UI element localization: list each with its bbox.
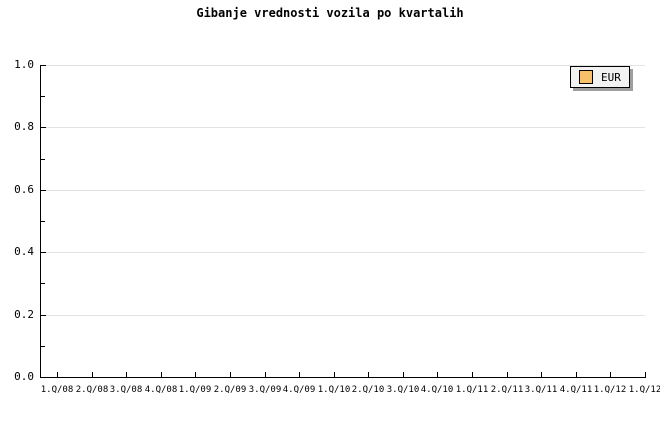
legend-swatch-icon	[579, 70, 593, 84]
y-axis-major-tick	[41, 377, 46, 378]
y-axis-minor-tick	[41, 159, 45, 160]
y-axis-major-tick	[41, 252, 46, 253]
x-axis-tick-label: 1.Q/08	[40, 385, 74, 395]
x-axis-tick-label: 1.Q/10	[317, 385, 351, 395]
gridline	[41, 315, 645, 316]
y-axis-minor-tick	[41, 96, 45, 97]
x-axis-tick-label: 4.Q/08	[144, 385, 178, 395]
gridline	[41, 190, 645, 191]
x-axis-tick	[472, 372, 473, 377]
x-axis-tick-label: 2.Q/11	[490, 385, 524, 395]
x-axis-tick-label: 4.Q/09	[282, 385, 316, 395]
x-axis-tick	[507, 372, 508, 377]
y-axis-tick-label: 0.2	[14, 308, 34, 321]
legend: EUR	[570, 66, 630, 88]
x-axis-tick	[92, 372, 93, 377]
y-axis-tick-label: 0.4	[14, 245, 34, 258]
x-axis-tick	[230, 372, 231, 377]
x-axis-tick	[645, 372, 646, 377]
y-axis-major-tick	[41, 315, 46, 316]
x-axis-tick-label: 3.Q/10	[386, 385, 420, 395]
x-axis-tick	[610, 372, 611, 377]
x-axis-tick	[265, 372, 266, 377]
gridline	[41, 127, 645, 128]
gridline	[41, 252, 645, 253]
gridline	[41, 65, 645, 66]
x-axis-tick-label: 3.Q/11	[524, 385, 558, 395]
y-axis-tick-label: 0.0	[14, 370, 34, 383]
x-axis-tick-label: 1.Q/11	[455, 385, 489, 395]
x-axis-tick	[368, 372, 369, 377]
x-axis-tick-label: 2.Q/08	[75, 385, 109, 395]
y-axis-tick-label: 0.6	[14, 183, 34, 196]
x-axis-tick-label: 3.Q/08	[109, 385, 143, 395]
x-axis-tick-label: 1.Q/12	[593, 385, 627, 395]
plot-area	[40, 65, 646, 378]
x-axis-tick	[161, 372, 162, 377]
y-axis-major-tick	[41, 190, 46, 191]
y-axis-major-tick	[41, 127, 46, 128]
chart-title: Gibanje vrednosti vozila po kvartalih	[196, 6, 464, 20]
x-axis-tick-label: 3.Q/09	[248, 385, 282, 395]
x-axis-tick-label: 2.Q/10	[351, 385, 385, 395]
x-axis-tick	[541, 372, 542, 377]
x-axis-tick-label: 2.Q/09	[213, 385, 247, 395]
x-axis-tick-label: 1.Q/09	[178, 385, 212, 395]
x-axis-tick	[334, 372, 335, 377]
x-axis-tick	[437, 372, 438, 377]
x-axis-tick	[403, 372, 404, 377]
y-axis-minor-tick	[41, 346, 45, 347]
y-axis-minor-tick	[41, 283, 45, 284]
x-axis-tick	[195, 372, 196, 377]
y-axis-tick-label: 1.0	[14, 58, 34, 71]
x-axis-tick-label: 4.Q/11	[559, 385, 593, 395]
x-axis-tick-label: 4.Q/10	[420, 385, 454, 395]
x-axis-tick	[57, 372, 58, 377]
x-axis-tick	[576, 372, 577, 377]
legend-label: EUR	[601, 70, 621, 84]
y-axis-minor-tick	[41, 221, 45, 222]
x-axis-tick	[126, 372, 127, 377]
x-axis-tick-label: 1.Q/12	[628, 385, 660, 395]
x-axis-tick	[299, 372, 300, 377]
y-axis-major-tick	[41, 65, 46, 66]
y-axis-tick-label: 0.8	[14, 120, 34, 133]
